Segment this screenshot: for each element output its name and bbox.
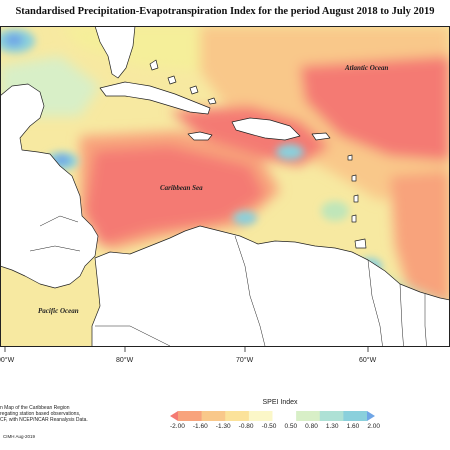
legend-ticks: -2.00 -1.60 -1.30 -0.80 -0.50 0.50 0.80 1.30 1.6… bbox=[170, 423, 380, 430]
legend-swatch-high-end bbox=[367, 411, 375, 421]
land-bahamas-3 bbox=[189, 85, 199, 95]
lon-ticks bbox=[4, 347, 369, 352]
border-central-america-2 bbox=[29, 245, 81, 252]
legend-swatches bbox=[170, 411, 375, 421]
zone-caribbean-very-dry bbox=[85, 146, 265, 246]
land-hispaniola bbox=[231, 117, 301, 141]
legend-tick-label: 1.60 bbox=[346, 423, 360, 430]
country-borders bbox=[29, 215, 429, 367]
spei-map: Atlantic Ocean Caribbean Sea Pacific Oce… bbox=[0, 26, 450, 376]
land-masses bbox=[0, 26, 450, 376]
legend-tick-label: -2.00 bbox=[170, 423, 185, 430]
credit-line-1: n Map of the Caribbean Region bbox=[0, 405, 70, 411]
land-trinidad bbox=[354, 238, 367, 249]
land-south-america bbox=[91, 225, 450, 376]
border-colombia-venezuela bbox=[234, 235, 271, 367]
land-lesser-antilles-2 bbox=[351, 174, 357, 182]
legend-swatch bbox=[248, 411, 273, 421]
credit-text: n Map of the Caribbean Region regating s… bbox=[0, 405, 150, 423]
legend-title: SPEI Index bbox=[262, 399, 298, 406]
land-florida bbox=[94, 26, 136, 79]
tick-label-60w: 60°W bbox=[359, 356, 377, 364]
legend-tick-label: -0.50 bbox=[261, 423, 277, 430]
credit-line-3: CF, with NCEP/NCAR Reanalysis Data. bbox=[0, 417, 88, 423]
legend-swatch bbox=[272, 411, 297, 421]
legend-colorbar bbox=[170, 411, 375, 421]
land-jamaica bbox=[187, 131, 213, 141]
legend-swatch bbox=[343, 411, 368, 421]
credit-line-2: regating station based observations, bbox=[0, 411, 81, 417]
zone-east-dry bbox=[390, 171, 450, 316]
land-lesser-antilles-3 bbox=[353, 194, 359, 203]
map-title: Standardised Precipitation-Evapotranspir… bbox=[15, 6, 435, 17]
legend-swatch bbox=[319, 411, 344, 421]
label-caribbean-sea: Caribbean Sea bbox=[160, 184, 203, 192]
map-bottom-mask bbox=[0, 347, 450, 376]
zone-hispaniola-wet bbox=[276, 144, 304, 160]
land-bahamas-1 bbox=[149, 59, 159, 71]
legend-tick-label: 2.00 bbox=[367, 423, 380, 430]
legend-swatch bbox=[178, 411, 202, 421]
border-colombia-ecuador bbox=[95, 325, 171, 347]
zone-gulf-very-wet bbox=[5, 34, 23, 46]
zone-honduras-very-wet bbox=[54, 155, 70, 165]
land-central-america bbox=[0, 83, 99, 289]
legend-tick-label: 0.50 bbox=[284, 423, 298, 430]
legend-swatch bbox=[296, 411, 321, 421]
land-puerto-rico bbox=[311, 132, 331, 141]
legend-tick-label: -0.80 bbox=[238, 423, 254, 430]
land-lesser-antilles-4 bbox=[351, 214, 357, 223]
land-cuba bbox=[99, 81, 211, 115]
copyright: CIMH Aug-2019 bbox=[3, 434, 36, 439]
legend-tick-label: -1.30 bbox=[215, 423, 231, 430]
legend-tick-label: 1.30 bbox=[325, 423, 339, 430]
legend-swatch bbox=[201, 411, 226, 421]
legend-swatch bbox=[225, 411, 250, 421]
tick-label-90w: 90°W bbox=[0, 356, 15, 364]
border-central-america-1 bbox=[39, 215, 79, 227]
zone-lesser-antilles-wet bbox=[321, 201, 349, 221]
land-bahamas-2 bbox=[167, 75, 177, 85]
legend-swatch-low-end bbox=[170, 411, 178, 421]
label-atlantic-ocean: Atlantic Ocean bbox=[344, 64, 388, 72]
tick-label-80w: 80°W bbox=[116, 356, 134, 364]
tick-label-70w: 70°W bbox=[236, 356, 254, 364]
legend-tick-label: 0.80 bbox=[305, 423, 318, 430]
zone-caribbean-moderate-wet bbox=[233, 211, 257, 225]
label-pacific-ocean: Pacific Ocean bbox=[38, 307, 79, 315]
land-bahamas-4 bbox=[207, 97, 217, 105]
zone-atlantic-very-dry bbox=[300, 56, 450, 161]
legend-tick-label: -1.60 bbox=[192, 423, 208, 430]
land-lesser-antilles-1 bbox=[347, 154, 353, 161]
